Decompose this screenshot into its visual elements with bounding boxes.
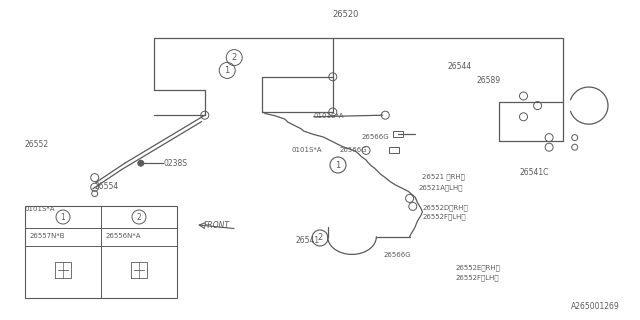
Text: FRONT: FRONT <box>204 221 230 230</box>
Text: 26521A〈LH〉: 26521A〈LH〉 <box>419 184 463 190</box>
Text: 2: 2 <box>136 212 141 221</box>
Text: 26589: 26589 <box>477 76 501 85</box>
Text: 26552F〈LH〉: 26552F〈LH〉 <box>456 275 499 281</box>
Text: 0101S*A: 0101S*A <box>291 147 322 153</box>
Text: 1: 1 <box>335 161 340 170</box>
Text: 26566G: 26566G <box>339 147 367 153</box>
Text: 26566G: 26566G <box>362 134 389 140</box>
Text: 26557N*B: 26557N*B <box>30 233 65 239</box>
Text: 26554: 26554 <box>95 182 119 191</box>
Bar <box>393 132 403 137</box>
Bar <box>388 148 399 153</box>
Text: 26541C: 26541C <box>520 168 549 177</box>
Text: 26521 〈RH〉: 26521 〈RH〉 <box>422 173 465 180</box>
Text: 26566G: 26566G <box>384 252 412 258</box>
Text: A265001269: A265001269 <box>571 302 620 311</box>
Text: 2: 2 <box>232 53 237 62</box>
Text: 1: 1 <box>61 212 65 221</box>
Text: 2: 2 <box>317 234 323 243</box>
Text: 26556N*A: 26556N*A <box>106 233 141 239</box>
Text: 0101S*A: 0101S*A <box>314 113 344 119</box>
Bar <box>25 206 177 298</box>
Text: 26552D〈RH〉: 26552D〈RH〉 <box>422 204 468 211</box>
Text: 1: 1 <box>225 66 230 75</box>
Text: 26552: 26552 <box>24 140 49 149</box>
Text: 26520: 26520 <box>332 10 359 19</box>
Text: 26541: 26541 <box>296 236 320 245</box>
Text: 0101S*A: 0101S*A <box>24 206 55 212</box>
Text: 26552E〈RH〉: 26552E〈RH〉 <box>456 265 500 271</box>
Text: 26544: 26544 <box>448 62 472 71</box>
Circle shape <box>138 160 144 166</box>
Text: 26552F〈LH〉: 26552F〈LH〉 <box>422 214 466 220</box>
Text: 0238S: 0238S <box>164 159 188 168</box>
